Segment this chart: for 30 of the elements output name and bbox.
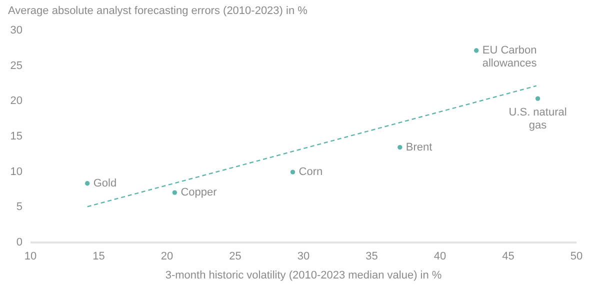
x-tick-label: 15 [92, 250, 105, 262]
x-tick-label: 30 [297, 250, 310, 262]
y-tick-label: 20 [10, 95, 22, 108]
x-tick-label: 10 [24, 250, 37, 262]
point [474, 48, 479, 53]
y-tick-label: 0 [16, 236, 22, 248]
annotation: Gold [93, 177, 117, 190]
y-tick-label: 15 [10, 130, 22, 142]
point [535, 96, 540, 101]
point [172, 190, 178, 195]
annotation: Copper [180, 186, 218, 199]
y-axis-title: Average absolute analyst forecasting errors (2010-2023) in % [8, 5, 308, 17]
annotation: EU Carbon allowances [482, 44, 538, 70]
y-tick-label: 30 [10, 24, 22, 36]
annotation: Corn [298, 166, 323, 178]
x-tick-label: 50 [570, 250, 583, 262]
x-tick-label: 25 [229, 250, 242, 262]
point [290, 170, 296, 174]
y-tick-label: 10 [10, 166, 22, 178]
y-tick-label: 25 [10, 60, 22, 72]
point [398, 144, 402, 150]
x-tick-label: 40 [434, 250, 446, 262]
x-tick-label: 20 [160, 250, 174, 262]
x-axis-title: 3-month historic volatility (2010-2023 median value) in % [165, 270, 442, 282]
annotation: U.S. natural gas [508, 106, 567, 132]
point [84, 181, 90, 186]
x-tick-label: 45 [502, 250, 514, 262]
annotation: Brent [406, 141, 432, 154]
x-tick-label: 35 [366, 250, 378, 262]
y-tick-label: 5 [16, 201, 22, 214]
